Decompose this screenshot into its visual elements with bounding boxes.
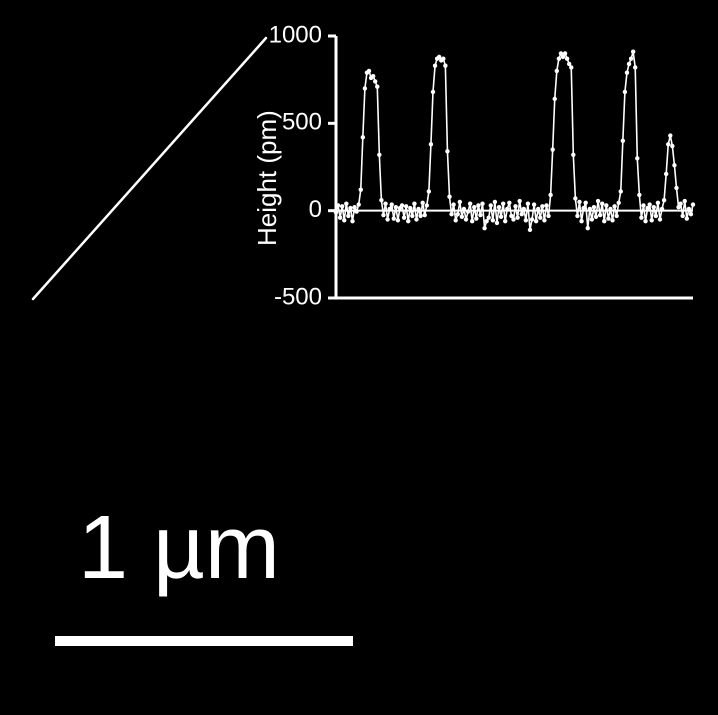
scale-bar-line [0,0,718,715]
figure-stage: -50005001000 Height (pm) 1 µm [0,0,718,715]
